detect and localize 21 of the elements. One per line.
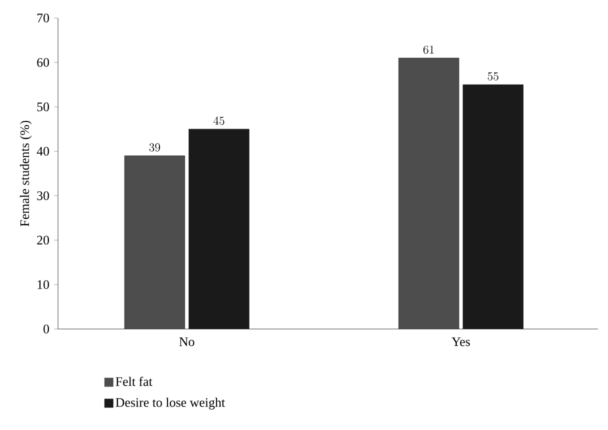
legend-label: Desire to lose weight (116, 398, 225, 410)
x-tick-label: Yes (452, 338, 470, 346)
legend-label: Felt fat (116, 376, 152, 386)
data-label: 39 (149, 143, 160, 152)
bar (462, 84, 524, 329)
bar (188, 128, 250, 329)
y-tick-label: 40 (36, 146, 50, 156)
y-tick-label: 0 (44, 324, 50, 334)
y-axis-title: Female students (%) (20, 120, 32, 226)
y-tick-label: 10 (38, 280, 50, 289)
y-tick-label: 20 (37, 236, 50, 245)
x-tick-label: No (179, 338, 194, 346)
y-tick-label: 50 (37, 102, 50, 112)
bar (124, 156, 185, 329)
y-tick-label: 70 (37, 14, 50, 22)
data-label: 45 (213, 116, 224, 125)
data-label: 61 (423, 46, 434, 54)
data-label: 55 (488, 72, 498, 80)
y-tick-label: 60 (37, 58, 50, 67)
y-tick-label: 30 (37, 191, 50, 200)
bar (398, 58, 460, 329)
